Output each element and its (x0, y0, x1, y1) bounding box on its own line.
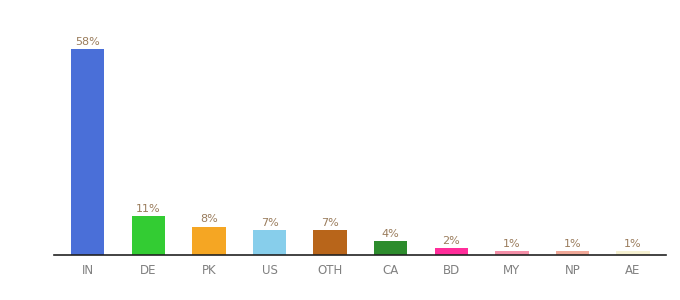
Text: 2%: 2% (443, 236, 460, 246)
Text: 58%: 58% (75, 37, 100, 47)
Bar (495, 251, 528, 255)
Text: 7%: 7% (260, 218, 278, 228)
Text: 7%: 7% (321, 218, 339, 228)
Text: 11%: 11% (136, 204, 160, 214)
Text: 4%: 4% (382, 229, 400, 239)
Text: 1%: 1% (564, 239, 581, 249)
Bar (435, 248, 468, 255)
Bar (313, 230, 347, 255)
Bar (556, 251, 589, 255)
Bar (192, 226, 226, 255)
Text: 8%: 8% (200, 214, 218, 224)
Text: 1%: 1% (503, 239, 521, 249)
Bar (616, 251, 649, 255)
Bar (132, 216, 165, 255)
Bar (253, 230, 286, 255)
Bar (71, 49, 105, 255)
Text: 1%: 1% (624, 239, 642, 249)
Bar (374, 241, 407, 255)
